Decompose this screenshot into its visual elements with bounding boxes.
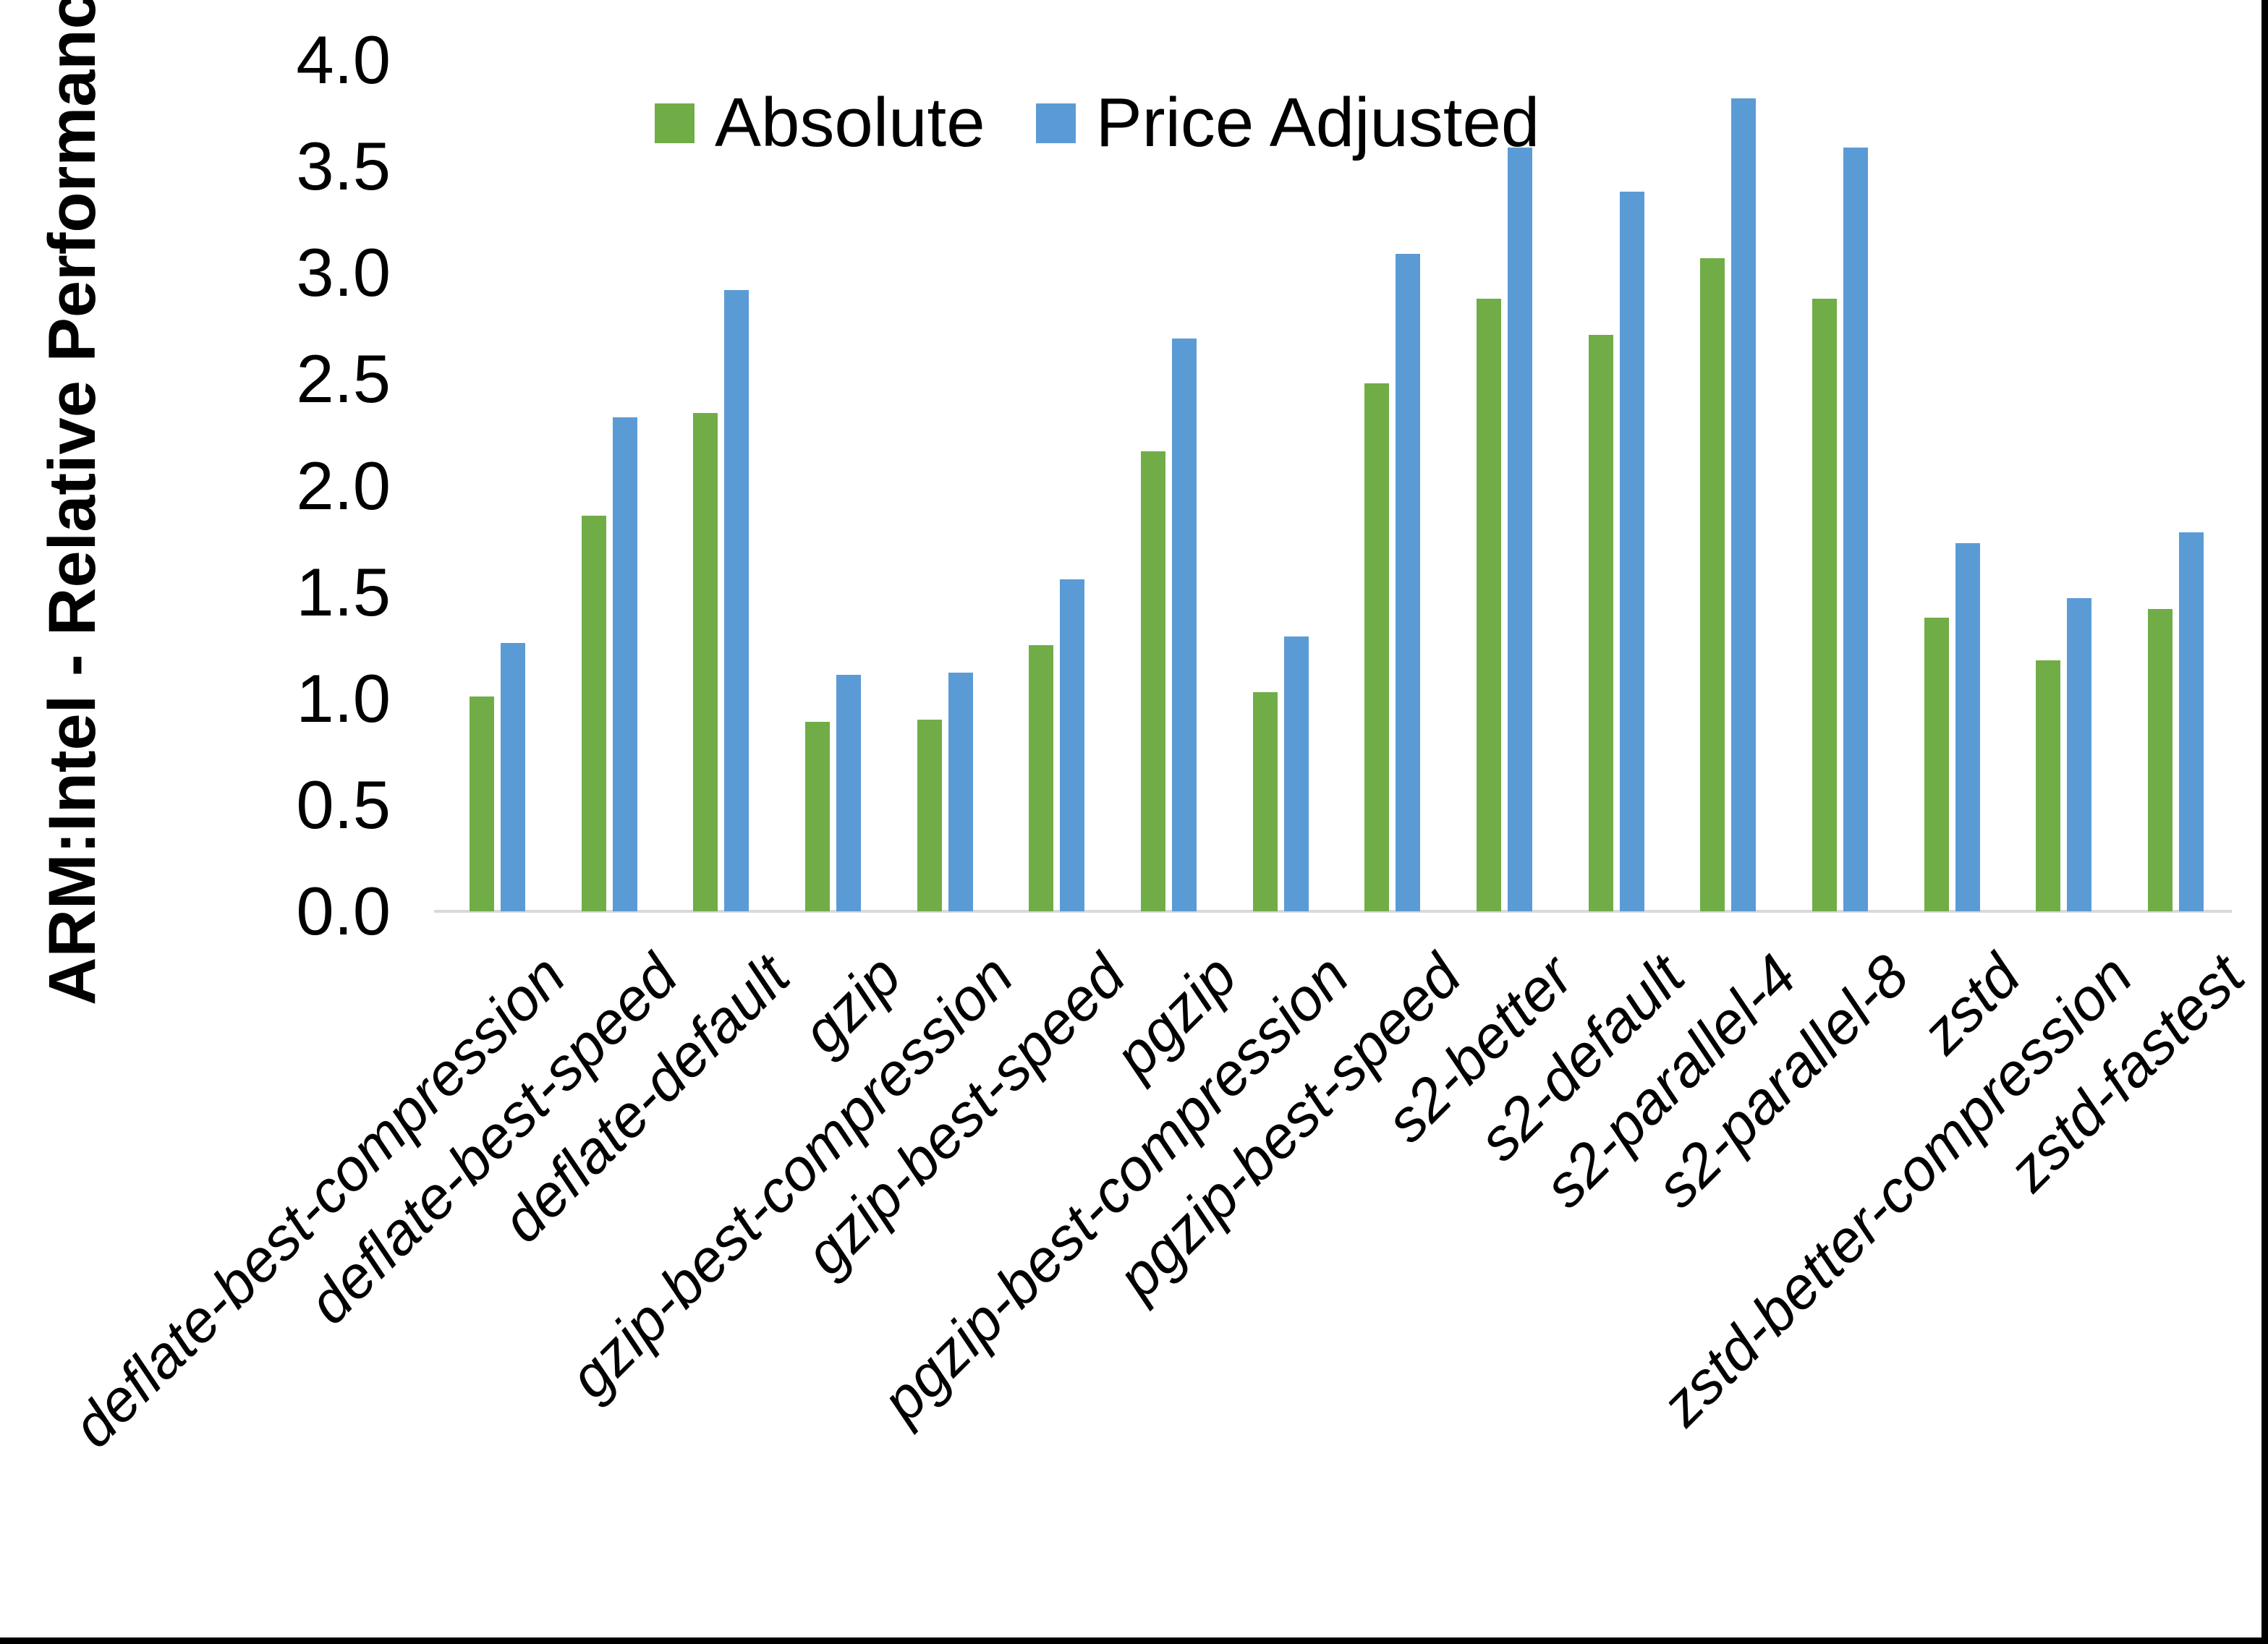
bar-price-adjusted-gzip-best-speed [1060, 579, 1085, 911]
bar-absolute-zstd [1924, 617, 1949, 911]
bar-price-adjusted-gzip [836, 675, 861, 911]
y-tick-label-3.0: 3.0 [296, 234, 391, 311]
bar-absolute-s2-default [1588, 334, 1613, 911]
y-axis-tick-labels: 0.0 0.5 1.0 1.5 2.0 2.5 3.0 3.5 4.0 [217, 24, 391, 947]
y-tick-label-1.0: 1.0 [296, 660, 391, 736]
bar-price-adjusted-s2-better [1508, 147, 1533, 911]
bar-group-gzip-best-speed [1001, 60, 1113, 911]
bar-group-deflate-best-speed [553, 60, 666, 911]
bar-absolute-gzip-best-speed [1029, 645, 1054, 911]
bar-price-adjusted-zstd-fastest [2179, 532, 2204, 911]
y-tick-label-0.5: 0.5 [296, 766, 391, 843]
y-tick-label-4.0: 4.0 [296, 22, 391, 98]
bar-group-gzip-best-compression [889, 60, 1001, 911]
bar-absolute-deflate-best-compression [469, 696, 494, 911]
bar-price-adjusted-pgzip-best-compression [1283, 636, 1309, 911]
legend-swatch-price-adjusted [1035, 103, 1076, 143]
bar-price-adjusted-deflate-best-compression [500, 643, 525, 911]
plot-area [441, 60, 2232, 911]
y-tick-label-1.5: 1.5 [296, 553, 391, 630]
bar-price-adjusted-gzip-best-compression [948, 673, 973, 911]
bar-absolute-pgzip [1140, 451, 1165, 911]
y-tick-label-2.0: 2.0 [296, 447, 391, 524]
bar-price-adjusted-zstd-better-compression [2067, 598, 2092, 911]
bar-price-adjusted-pgzip-best-speed [1396, 253, 1421, 911]
y-axis-title: ARM:Intel - Relative Performance [35, 0, 109, 1005]
bar-price-adjusted-pgzip [1171, 338, 1197, 911]
x-axis-line [434, 910, 2232, 913]
bar-group-pgzip-best-speed [1337, 60, 1449, 911]
bar-group-deflate-default [665, 60, 777, 911]
bar-absolute-s2-parallel-4 [1700, 257, 1725, 911]
bar-group-s2-default [1560, 60, 1673, 911]
bar-absolute-deflate-default [693, 413, 718, 911]
frame-right-edge [2261, 0, 2268, 1644]
bar-group-s2-parallel-4 [1673, 60, 1785, 911]
y-tick-label-2.5: 2.5 [296, 341, 391, 417]
bar-group-s2-parallel-8 [1784, 60, 1896, 911]
bar-price-adjusted-zstd [1955, 542, 1980, 911]
legend-swatch-absolute [655, 103, 695, 143]
bar-group-s2-better [1448, 60, 1560, 911]
bar-price-adjusted-s2-parallel-8 [1843, 147, 1869, 911]
legend-item-absolute: Absolute [655, 87, 985, 159]
bar-absolute-pgzip-best-speed [1364, 383, 1390, 911]
bar-price-adjusted-deflate-default [724, 289, 749, 911]
bar-absolute-gzip [804, 722, 830, 911]
legend-label-price-adjusted: Price Adjusted [1095, 84, 1540, 161]
legend-label-absolute: Absolute [715, 84, 985, 161]
y-tick-label-3.5: 3.5 [296, 128, 391, 205]
bar-absolute-gzip-best-compression [917, 720, 942, 911]
bar-group-deflate-best-compression [441, 60, 553, 911]
bar-absolute-zstd-better-compression [2036, 660, 2061, 911]
bar-absolute-zstd-fastest [2148, 609, 2173, 911]
bar-price-adjusted-s2-default [1619, 192, 1644, 911]
legend: Absolute Price Adjusted [655, 87, 1539, 159]
bar-absolute-deflate-best-speed [581, 515, 606, 911]
bar-group-gzip [777, 60, 889, 911]
bar-group-zstd [1896, 60, 2008, 911]
bar-group-pgzip [1113, 60, 1225, 911]
bar-absolute-s2-better [1477, 298, 1502, 911]
bar-price-adjusted-s2-parallel-4 [1731, 98, 1757, 911]
bar-absolute-s2-parallel-8 [1812, 298, 1838, 911]
bar-group-zstd-better-compression [2008, 60, 2120, 911]
bar-absolute-pgzip-best-compression [1252, 691, 1278, 911]
y-tick-label-0.0: 0.0 [296, 873, 391, 949]
frame-bottom-edge [0, 1637, 2268, 1644]
bar-group-pgzip-best-compression [1225, 60, 1337, 911]
bar-price-adjusted-deflate-best-speed [612, 417, 637, 911]
legend-item-price-adjusted: Price Adjusted [1035, 84, 1540, 161]
bar-group-zstd-fastest [2120, 60, 2232, 911]
